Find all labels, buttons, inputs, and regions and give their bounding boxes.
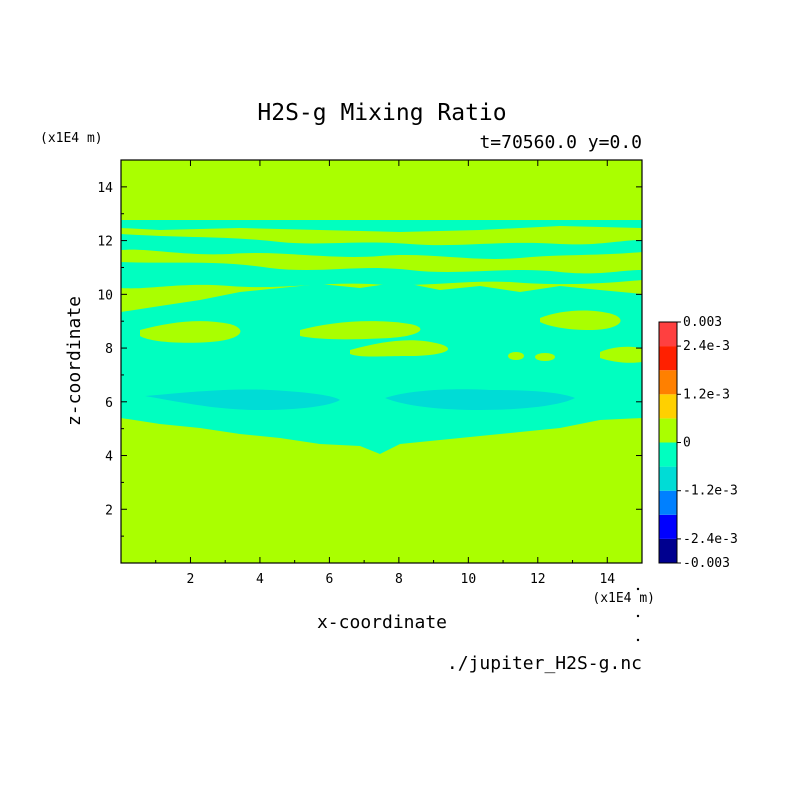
z-axis-units: (x1E4 m) — [40, 131, 103, 146]
colorbar-segment — [659, 466, 677, 491]
chart-subtitle: t=70560.0 y=0.0 — [479, 132, 642, 153]
colorbar-segment — [659, 346, 677, 371]
negative-streak — [121, 262, 642, 289]
colorbar-tick-label: -2.4e-3 — [683, 532, 738, 547]
colorbar-tick-label: 2.4e-3 — [683, 339, 730, 354]
marker-dot — [636, 614, 640, 618]
positive-island — [600, 346, 642, 363]
positive-island — [140, 321, 241, 343]
colorbar-segment — [659, 370, 677, 395]
positive-island — [508, 352, 524, 360]
negative-streak — [121, 234, 642, 259]
x-tick-label: 6 — [325, 572, 333, 587]
colorbar-tick-label: 0.003 — [683, 315, 722, 330]
positive-island — [540, 310, 621, 330]
colorbar-segment — [659, 418, 677, 443]
colorbar-tick-label: -0.003 — [683, 556, 730, 571]
negative-band-region — [121, 282, 642, 454]
x-tick-label: 12 — [530, 572, 546, 587]
colorbar-segment — [659, 394, 677, 419]
negative-streak — [121, 337, 330, 364]
colorbar: 0.003 2.4e-3 1.2e-3 0 -1.2e-3 -2.4e-3 -0.003 — [658, 315, 738, 571]
y-axis-ticks: 2 4 6 8 10 12 14 — [97, 181, 642, 537]
positive-island — [535, 353, 555, 361]
x-axis-units: (x1E4 m) — [592, 591, 655, 606]
y-tick-label: 2 — [105, 503, 113, 518]
y-tick-label: 10 — [97, 288, 113, 303]
x-tick-label: 8 — [395, 572, 403, 587]
source-filename: ./jupiter_H2S-g.nc — [447, 653, 642, 674]
colorbar-tick-label: 1.2e-3 — [683, 387, 730, 402]
positive-island — [300, 321, 421, 340]
colorbar-tick-label: 0 — [683, 436, 691, 451]
y-tick-label: 4 — [105, 450, 113, 465]
x-tick-label: 2 — [187, 572, 195, 587]
x-axis-ticks: 2 4 6 8 10 12 14 — [155, 160, 615, 587]
plot-frame — [120, 159, 643, 564]
colorbar-segment — [659, 514, 677, 539]
x-axis-label: x-coordinate — [317, 612, 447, 633]
y-axis-label: z-coordinate — [64, 296, 85, 426]
negative-lens-right — [385, 389, 575, 410]
marker-dot — [636, 638, 640, 642]
y-tick-label: 8 — [105, 342, 113, 357]
y-tick-label: 12 — [97, 235, 113, 250]
colorbar-segment — [659, 538, 677, 563]
negative-lens-left — [145, 389, 340, 410]
positive-island — [350, 340, 449, 357]
contour-plot-area — [121, 160, 642, 563]
negative-streak — [121, 220, 642, 232]
y-tick-label: 14 — [97, 181, 113, 196]
x-tick-label: 14 — [599, 572, 615, 587]
chart-title: H2S-g Mixing Ratio — [257, 100, 506, 126]
y-tick-label: 6 — [105, 396, 113, 411]
x-tick-label: 4 — [256, 572, 264, 587]
marker-dot — [636, 587, 640, 591]
colorbar-tick-label: -1.2e-3 — [683, 484, 738, 499]
colorbar-segment — [659, 490, 677, 515]
colorbar-segment — [659, 322, 677, 347]
colorbar-segment — [659, 442, 677, 467]
x-tick-label: 10 — [461, 572, 477, 587]
